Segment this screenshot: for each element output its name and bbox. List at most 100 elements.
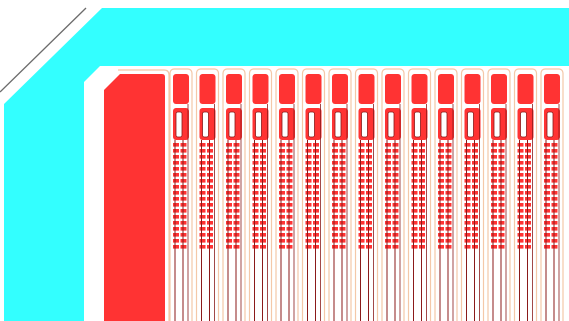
grating-tooth-left (226, 245, 232, 249)
lower-pad-window (414, 111, 421, 138)
grating-tooth-left (199, 239, 206, 243)
grating-tooth-left (385, 143, 391, 147)
finger-frame (513, 68, 538, 321)
grating-tooth-left (464, 173, 471, 177)
grating-tooth-left (464, 179, 471, 183)
grating-tooth-left (252, 185, 259, 189)
finger (540, 68, 564, 321)
grating-tooth-left (438, 167, 444, 171)
grating-tooth-left (385, 227, 391, 231)
finger (407, 68, 432, 321)
grating-tooth-left (464, 167, 471, 171)
grating-tooth-left (517, 179, 524, 183)
grating-tooth-left (252, 149, 259, 153)
grating-tooth-left (226, 227, 232, 231)
grating-tooth-left (305, 155, 312, 159)
grating-tooth-left (199, 155, 206, 159)
grating-tooth-left (332, 215, 338, 219)
finger (195, 68, 220, 321)
grating-tooth-left (411, 221, 418, 225)
upper-pad (332, 74, 348, 104)
upper-pad (411, 74, 428, 104)
upper-pad (544, 74, 560, 104)
upper-pad (491, 74, 507, 104)
grating-tooth-left (464, 155, 471, 159)
grating-tooth-left (332, 179, 338, 183)
grating-tooth-left (199, 149, 206, 153)
grating-tooth-left (544, 149, 550, 153)
grating-tooth-left (438, 227, 444, 231)
finger-frame (487, 68, 511, 321)
grating-tooth-left (279, 215, 285, 219)
grating-tooth-left (411, 233, 418, 237)
grating-tooth-left (491, 149, 497, 153)
grating-tooth-left (358, 143, 365, 147)
lower-pad-window (281, 111, 289, 138)
grating-tooth-left (544, 203, 550, 207)
grating-tooth-left (332, 239, 338, 243)
grating-tooth-left (226, 221, 232, 225)
lower-pad-window (228, 111, 236, 138)
grating-tooth-left (226, 215, 232, 219)
grating-tooth-left (464, 203, 471, 207)
grating-tooth-left (279, 191, 285, 195)
grating-tooth-left (411, 197, 418, 201)
grating-tooth-left (279, 155, 285, 159)
grating-tooth-left (279, 185, 285, 189)
grating-tooth-left (491, 155, 497, 159)
upper-pad (279, 74, 295, 104)
grating-tooth-left (517, 245, 524, 249)
grating-tooth-left (491, 191, 497, 195)
lower-pad-window (255, 111, 262, 138)
grating-tooth-left (464, 227, 471, 231)
grating-tooth-left (332, 221, 338, 225)
grating-tooth-left (173, 203, 179, 207)
grating-tooth-left (279, 209, 285, 213)
grating-tooth-left (305, 191, 312, 195)
grating-tooth-left (252, 143, 259, 147)
grating-tooth-left (252, 221, 259, 225)
grating-tooth-left (358, 245, 365, 249)
grating-tooth-left (385, 239, 391, 243)
grating-tooth-left (411, 203, 418, 207)
grating-tooth-left (305, 209, 312, 213)
grating-tooth-left (252, 245, 259, 249)
grating-tooth-left (305, 185, 312, 189)
grating-tooth-left (491, 209, 497, 213)
grating-tooth-left (544, 161, 550, 165)
grating-tooth-left (544, 245, 550, 249)
grating-tooth-left (199, 191, 206, 195)
grating-tooth-left (226, 149, 232, 153)
grating-tooth-left (438, 245, 444, 249)
grating-tooth-left (279, 197, 285, 201)
finger-frame (195, 68, 220, 321)
grating-tooth-left (491, 179, 497, 183)
grating-tooth-left (517, 209, 524, 213)
grating-tooth-left (464, 245, 471, 249)
grating-tooth-left (173, 233, 179, 237)
grating-tooth-left (517, 173, 524, 177)
grating-tooth-left (199, 167, 206, 171)
grating-tooth-left (279, 221, 285, 225)
finger (513, 68, 538, 321)
grating-tooth-left (226, 233, 232, 237)
lower-pad-window (387, 111, 395, 138)
grating-tooth-left (411, 179, 418, 183)
grating-tooth-left (411, 155, 418, 159)
grating-tooth-left (279, 161, 285, 165)
grating-tooth-left (517, 227, 524, 231)
grating-tooth-left (438, 209, 444, 213)
grating-tooth-left (358, 149, 365, 153)
grating-tooth-left (252, 227, 259, 231)
grating-tooth-left (173, 143, 179, 147)
grating-tooth-left (199, 245, 206, 249)
grating-tooth-left (173, 221, 179, 225)
grating-tooth-left (544, 155, 550, 159)
finger (301, 68, 326, 321)
grating-tooth-left (173, 215, 179, 219)
grating-tooth-left (358, 167, 365, 171)
grating-tooth-left (199, 143, 206, 147)
grating-tooth-left (438, 161, 444, 165)
grating-tooth-left (199, 185, 206, 189)
grating-tooth-left (358, 215, 365, 219)
